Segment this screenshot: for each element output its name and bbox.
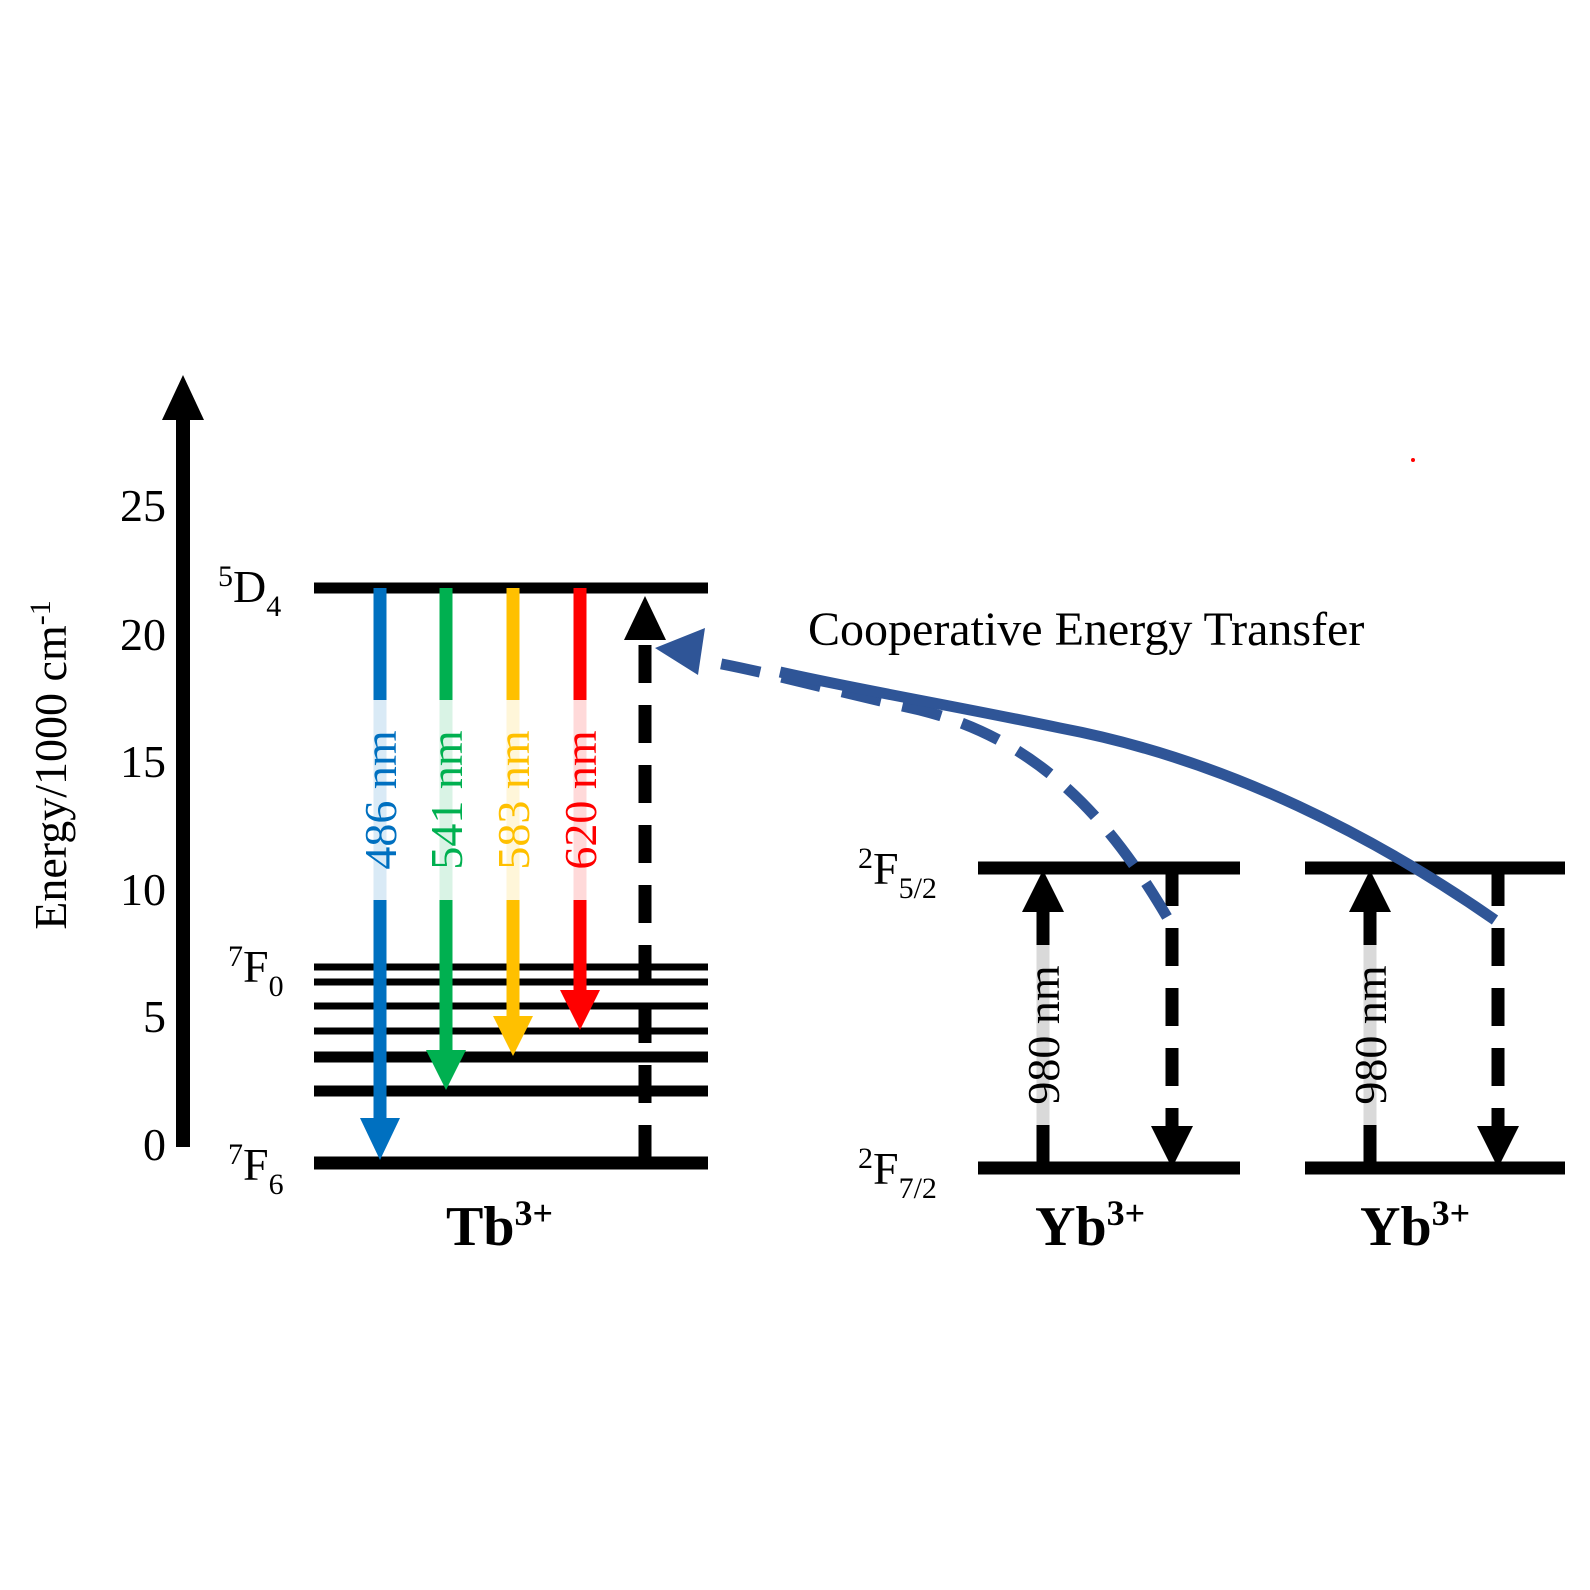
- emission-label-620: 620 nm: [555, 730, 606, 870]
- stray-dot: [1411, 458, 1415, 462]
- excitation-labels: 980 nm 980 nm: [1018, 945, 1396, 1125]
- transfer-label: Cooperative Energy Transfer: [808, 603, 1364, 656]
- axis-title-text: Energy/1000 cm: [25, 625, 76, 930]
- label-2f72: 2F7/2: [858, 1142, 937, 1205]
- tick-label-20: 20: [120, 609, 166, 660]
- transfer-arrowhead: [655, 628, 705, 675]
- ion-labels: Tb3+ Yb3+ Yb3+: [446, 1193, 1470, 1258]
- tick-label-5: 5: [143, 991, 166, 1042]
- emission-labels: 486 nm 541 nm 583 nm 620 nm: [355, 700, 606, 900]
- label-7f6: 7F6: [228, 1138, 284, 1201]
- energy-axis: [162, 375, 204, 1147]
- axis-tick-labels: 0 5 10 15 20 25: [120, 480, 166, 1170]
- axis-arrowhead: [162, 375, 204, 420]
- tick-label-25: 25: [120, 480, 166, 531]
- ion-label-yb-1: Yb3+: [1035, 1193, 1145, 1258]
- transfer-curve-solid: [778, 666, 1499, 925]
- excitation-label-yb2: 980 nm: [1345, 965, 1396, 1105]
- emission-label-541: 541 nm: [421, 730, 472, 870]
- tb-excitation-arrow: [624, 596, 666, 1163]
- tick-label-15: 15: [120, 736, 166, 787]
- label-5d4: 5D4: [218, 560, 281, 623]
- tb-level-labels: 5D4 7F0 7F6: [218, 560, 284, 1201]
- axis-title-sup: -1: [24, 600, 57, 625]
- label-2f52: 2F5/2: [858, 842, 937, 905]
- yb-level-labels: 2F5/2 2F7/2: [858, 842, 937, 1205]
- excitation-label-yb1: 980 nm: [1018, 965, 1069, 1105]
- label-7f0: 7F0: [228, 940, 284, 1003]
- yb1-levels: [978, 861, 1240, 1175]
- transfer-curve-dashed: [699, 654, 1172, 920]
- emission-label-583: 583 nm: [488, 730, 539, 870]
- yb2-levels: [1305, 861, 1565, 1175]
- ion-label-tb: Tb3+: [446, 1193, 553, 1258]
- axis-title: Energy/1000 cm-1: [24, 600, 76, 929]
- emission-label-486: 486 nm: [355, 730, 406, 870]
- transfer-curves: [699, 654, 1499, 925]
- tick-label-0: 0: [143, 1119, 166, 1170]
- ion-label-yb-2: Yb3+: [1360, 1193, 1470, 1258]
- tick-label-10: 10: [120, 864, 166, 915]
